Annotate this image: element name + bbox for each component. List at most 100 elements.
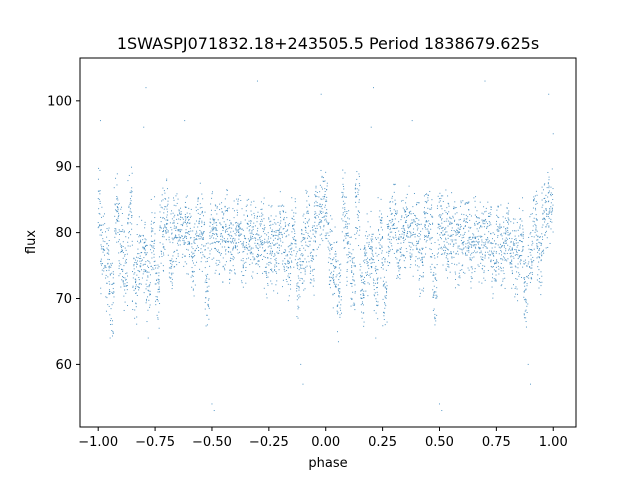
data-point [438, 244, 440, 246]
data-point [314, 221, 316, 223]
data-point [266, 234, 268, 236]
data-point [179, 244, 181, 246]
data-point [325, 171, 327, 173]
data-point [509, 253, 511, 255]
data-point [386, 290, 388, 292]
data-point [176, 202, 178, 204]
data-point [185, 206, 187, 208]
data-point [297, 258, 299, 260]
data-point [221, 202, 223, 204]
data-point [293, 219, 295, 221]
data-point [545, 226, 547, 228]
data-point [162, 252, 164, 254]
data-point [185, 223, 187, 225]
data-point [225, 249, 227, 251]
data-point [264, 266, 266, 268]
data-point [457, 231, 459, 233]
data-point [280, 240, 282, 242]
data-point [406, 234, 408, 236]
data-point [248, 230, 250, 232]
data-point [320, 221, 322, 223]
data-point [210, 203, 212, 205]
data-point [108, 266, 110, 268]
data-point [517, 267, 519, 269]
data-point [453, 220, 455, 222]
data-point [163, 236, 165, 238]
data-point [351, 283, 353, 285]
data-point [527, 303, 529, 305]
data-point [216, 207, 218, 209]
data-point [144, 252, 146, 254]
data-point [293, 215, 295, 217]
data-point [201, 270, 203, 272]
data-point [144, 238, 146, 240]
data-point [114, 204, 116, 206]
data-point [190, 255, 192, 257]
data-point [202, 238, 204, 240]
data-point [349, 282, 351, 284]
data-point [432, 222, 434, 224]
data-point [470, 276, 472, 278]
data-point [301, 233, 303, 235]
data-point [427, 197, 429, 199]
data-point [99, 193, 101, 195]
data-point [451, 222, 453, 224]
data-point [266, 297, 268, 299]
data-point [552, 231, 554, 233]
data-point [216, 233, 218, 235]
data-point [279, 191, 281, 193]
data-point [319, 205, 321, 207]
data-point [371, 233, 373, 235]
data-point [111, 323, 113, 325]
data-point [212, 233, 214, 235]
data-point [126, 285, 128, 287]
data-point [256, 230, 258, 232]
data-point [193, 295, 195, 297]
data-point [207, 247, 209, 249]
data-point [396, 250, 398, 252]
data-point [338, 273, 340, 275]
data-point [188, 231, 190, 233]
data-point [238, 242, 240, 244]
data-point [499, 228, 501, 230]
data-point [433, 296, 435, 298]
data-point [154, 260, 156, 262]
data-point [179, 230, 181, 232]
data-point [401, 254, 403, 256]
data-point [401, 233, 403, 235]
data-point [326, 185, 328, 187]
data-point [170, 262, 172, 264]
data-point [289, 253, 291, 255]
data-point [483, 277, 485, 279]
data-point [417, 227, 419, 229]
data-point [538, 256, 540, 258]
data-point [157, 300, 159, 302]
data-point [462, 271, 464, 273]
data-point [402, 226, 404, 228]
data-point [108, 253, 110, 255]
data-point [185, 236, 187, 238]
data-point [222, 265, 224, 267]
data-point [433, 255, 435, 257]
data-point [129, 245, 131, 247]
data-point [97, 178, 99, 180]
data-point [275, 215, 277, 217]
data-point [233, 210, 235, 212]
data-point [234, 269, 236, 271]
data-point [302, 261, 304, 263]
data-point [297, 282, 299, 284]
data-point [175, 258, 177, 260]
data-point [521, 276, 522, 278]
data-point [121, 224, 123, 226]
data-point [319, 226, 321, 228]
data-point [303, 247, 305, 249]
data-point [361, 311, 362, 313]
data-point [426, 236, 428, 238]
data-point [364, 247, 366, 249]
data-point [410, 210, 412, 212]
data-point [198, 220, 200, 222]
data-point [510, 256, 512, 258]
data-point [184, 220, 186, 222]
data-point [209, 232, 211, 234]
data-point [476, 228, 478, 230]
